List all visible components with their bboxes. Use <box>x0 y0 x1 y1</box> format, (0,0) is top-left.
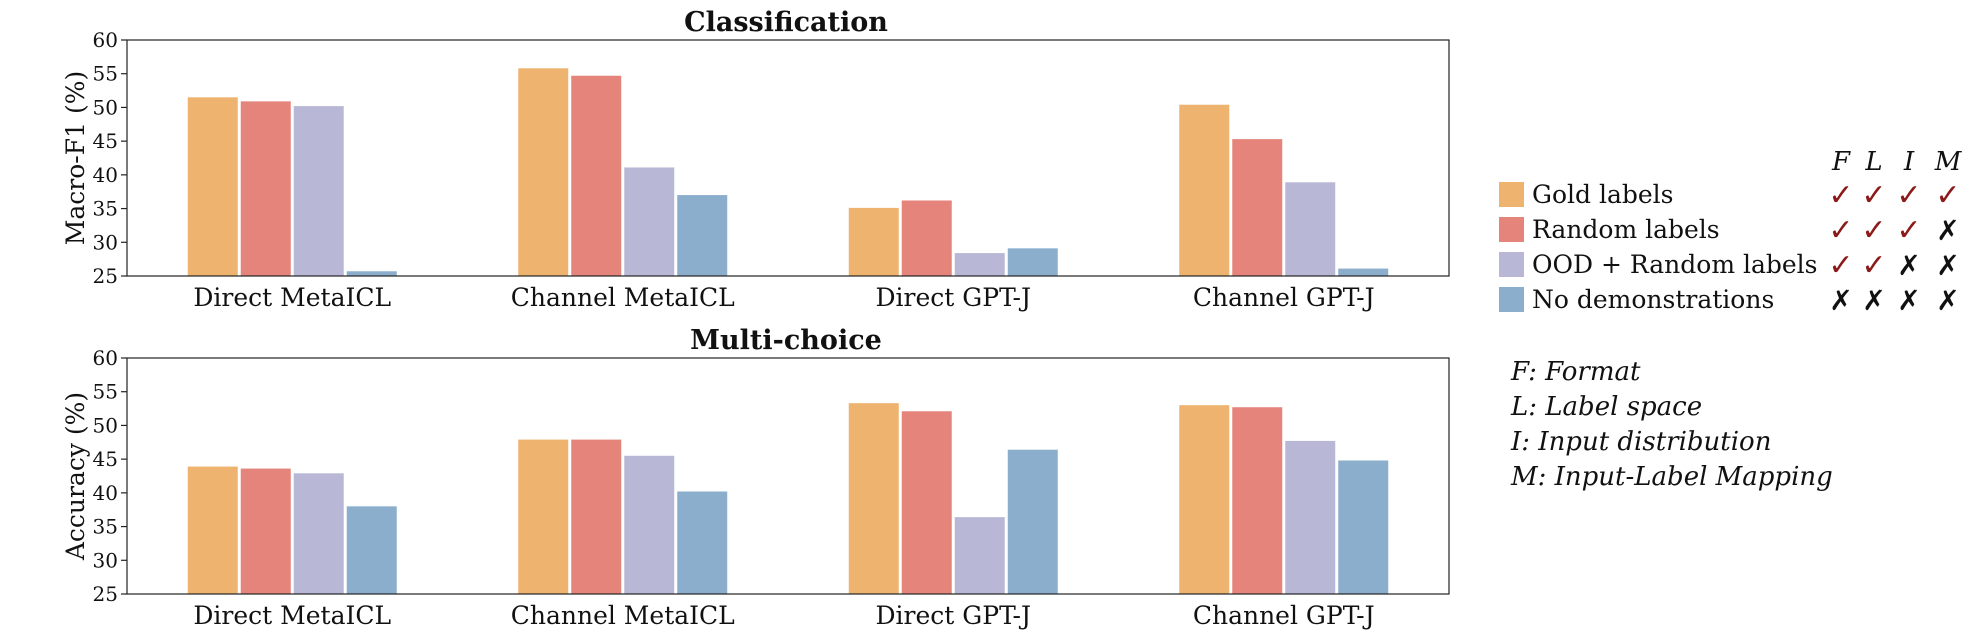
legend-label: No demonstrations <box>1532 285 1774 314</box>
bar <box>240 101 291 276</box>
y-axis-label: Macro-F1 (%) <box>61 71 90 245</box>
plot-frame <box>126 39 1450 277</box>
check-mark-icon: ✓ <box>1896 213 1921 248</box>
bar <box>293 106 344 276</box>
panel-title: Multi-choice <box>690 325 882 356</box>
check-mark-icon: ✓ <box>1861 248 1886 283</box>
y-tick-label: 60 <box>93 346 118 370</box>
cross-mark-icon: ✗ <box>1829 284 1852 317</box>
check-mark-icon: ✓ <box>1861 178 1886 213</box>
y-tick-label: 30 <box>93 230 118 254</box>
bar <box>1232 407 1283 594</box>
bar <box>1338 268 1389 276</box>
y-tick-label: 50 <box>93 413 118 437</box>
bar <box>571 75 622 276</box>
cross-mark-icon: ✗ <box>1897 284 1920 317</box>
check-mark-icon: ✓ <box>1828 248 1853 283</box>
key-item: L: Label space <box>1510 392 1702 422</box>
bar <box>677 195 728 276</box>
y-axis-label: Accuracy (%) <box>61 392 90 561</box>
y-tick-label: 35 <box>93 515 118 539</box>
check-mark-icon: ✓ <box>1828 178 1853 213</box>
bar <box>1338 460 1389 594</box>
bar <box>1232 139 1283 276</box>
y-tick-label: 55 <box>93 62 118 86</box>
legend-label: Gold labels <box>1532 180 1674 209</box>
category-label: Direct GPT-J <box>876 283 1032 312</box>
legend-header: M <box>1934 147 1963 177</box>
legend-swatch <box>1499 217 1524 242</box>
bar <box>848 403 899 594</box>
y-tick-label: 40 <box>93 481 118 505</box>
category-label: Direct GPT-J <box>876 601 1032 630</box>
bar <box>1285 182 1336 276</box>
bar <box>1179 405 1230 594</box>
y-tick-label: 35 <box>93 197 118 221</box>
check-mark-icon: ✓ <box>1861 213 1886 248</box>
legend-swatch <box>1499 252 1524 277</box>
plot-frame <box>126 357 1450 595</box>
legend-header: F <box>1831 147 1851 177</box>
category-label: Channel MetaICL <box>511 283 735 312</box>
check-mark-icon: ✓ <box>1828 213 1853 248</box>
bar <box>848 207 899 276</box>
bar <box>187 97 238 276</box>
panel-classification: Classification Direct MetaICL Channel Meta… <box>61 7 1450 312</box>
y-tick-label: 30 <box>93 548 118 572</box>
bar <box>901 200 952 276</box>
legend-label: Random labels <box>1532 215 1720 244</box>
key-item: I: Input distribution <box>1510 427 1771 457</box>
y-tick-label: 45 <box>93 447 118 471</box>
y-tick-label: 25 <box>93 582 118 606</box>
bar <box>293 473 344 594</box>
bar <box>954 517 1005 594</box>
key-item: F: Format <box>1510 357 1641 387</box>
bar <box>518 439 569 594</box>
category-label: Channel GPT-J <box>1193 601 1375 630</box>
category-label: Direct MetaICL <box>193 601 391 630</box>
category-label: Direct MetaICL <box>193 283 391 312</box>
bar <box>1285 440 1336 594</box>
legend-swatch <box>1499 182 1524 207</box>
y-tick-label: 60 <box>93 28 118 52</box>
y-tick-label: 40 <box>93 163 118 187</box>
panel-title: Classification <box>684 7 888 38</box>
cross-mark-icon: ✗ <box>1936 284 1959 317</box>
y-tick-label: 25 <box>93 264 118 288</box>
bar <box>677 491 728 594</box>
bar <box>571 439 622 594</box>
y-tick-label: 45 <box>93 129 118 153</box>
category-label: Channel MetaICL <box>511 601 735 630</box>
key-item: M: Input-Label Mapping <box>1510 462 1833 492</box>
cross-mark-icon: ✗ <box>1897 249 1920 282</box>
bar <box>1179 104 1230 276</box>
bar <box>624 455 675 594</box>
bar <box>1007 248 1058 276</box>
bar <box>346 506 397 594</box>
cross-mark-icon: ✗ <box>1862 284 1885 317</box>
abbreviation-key: F: Format L: Label space I: Input distribu… <box>1510 357 1833 492</box>
y-tick-label: 55 <box>93 380 118 404</box>
legend-swatch <box>1499 287 1524 312</box>
bar <box>624 167 675 276</box>
bar <box>346 271 397 276</box>
check-mark-icon: ✓ <box>1896 178 1921 213</box>
category-label: Channel GPT-J <box>1193 283 1375 312</box>
bar <box>954 253 1005 276</box>
bar <box>518 68 569 276</box>
bar <box>240 468 291 594</box>
legend-label: OOD + Random labels <box>1532 250 1818 279</box>
legend-header: I <box>1903 147 1915 177</box>
cross-mark-icon: ✗ <box>1936 249 1959 282</box>
check-mark-icon: ✓ <box>1935 178 1960 213</box>
legend-header: L <box>1864 147 1882 177</box>
bar <box>187 466 238 594</box>
bar <box>1007 449 1058 594</box>
panel-multi-choice: Multi-choice Direct MetaICL Channel MetaIC… <box>61 325 1450 630</box>
bar <box>901 411 952 594</box>
cross-mark-icon: ✗ <box>1936 214 1959 247</box>
y-tick-label: 50 <box>93 95 118 119</box>
